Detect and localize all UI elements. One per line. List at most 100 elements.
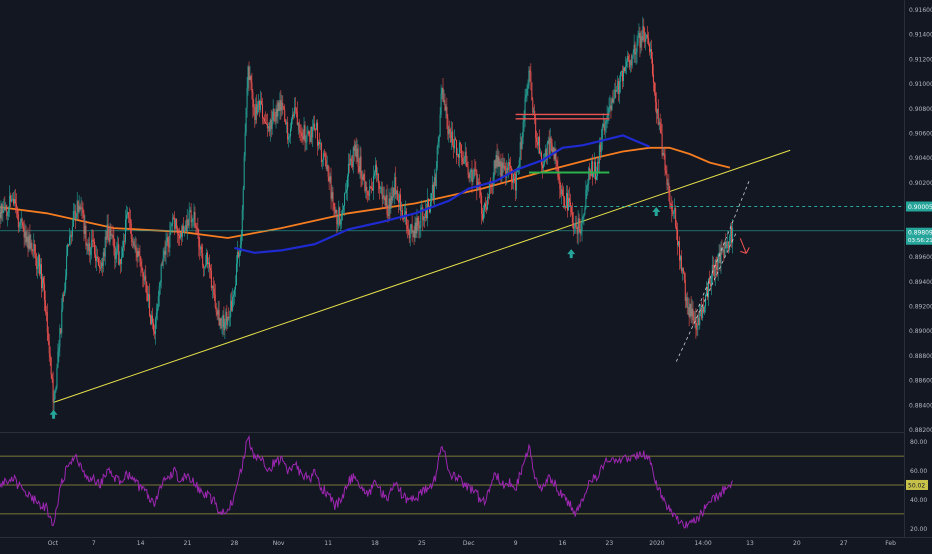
arrow-down-marker[interactable] [739, 238, 750, 254]
candle-body [569, 201, 571, 207]
candle-body [257, 106, 259, 114]
candle-body [321, 160, 323, 163]
candle-body [328, 176, 330, 182]
candle-body [514, 173, 516, 191]
candle-body [17, 214, 19, 228]
candle-body [512, 173, 514, 183]
candle-body [178, 233, 180, 236]
ascending-trendline[interactable] [53, 149, 791, 403]
candle-body [43, 283, 45, 301]
candle-body [707, 278, 709, 298]
candle-body [311, 126, 313, 138]
candle-body [264, 121, 266, 124]
candle-body [471, 169, 473, 182]
candle-body [463, 158, 465, 164]
candle-body [615, 89, 617, 92]
candle-body [724, 241, 726, 257]
candle-body [373, 172, 375, 176]
candle-body [577, 218, 579, 235]
candle-body [616, 89, 618, 92]
candle-body [62, 294, 64, 310]
candle-body [632, 52, 634, 56]
candle-body [199, 247, 201, 250]
candle-body [481, 195, 483, 214]
drawings[interactable] [49, 113, 904, 419]
candle-body [72, 211, 74, 227]
candle-body [563, 195, 565, 198]
trendline[interactable] [53, 149, 791, 403]
candle-body [643, 26, 645, 33]
candle-body [83, 213, 85, 234]
candle-body [356, 148, 358, 158]
arrow-up-marker[interactable] [49, 409, 58, 419]
candle-body [382, 195, 384, 200]
candle-body [419, 227, 421, 229]
candle-body [444, 100, 446, 111]
candle-body [240, 236, 242, 245]
candle-body [526, 88, 528, 95]
candle-body [129, 218, 131, 224]
candle-body [269, 119, 271, 132]
candle-body [705, 294, 707, 307]
candle-body [22, 222, 24, 227]
candle-body [283, 106, 285, 110]
candle-body [428, 198, 430, 207]
candle-body [661, 133, 663, 156]
arrow-up-marker[interactable] [652, 207, 661, 217]
candle-body [270, 119, 272, 129]
candle-body [294, 107, 296, 109]
candle-body [78, 206, 80, 212]
candle-body [214, 294, 216, 308]
candle-body [36, 258, 38, 269]
candle-body [722, 249, 724, 251]
x-tick-label: 2020 [649, 540, 664, 547]
candle-body [179, 233, 181, 239]
candle-body [617, 80, 619, 90]
candle-body [119, 259, 121, 265]
candle-body [219, 318, 221, 326]
candle-body [275, 108, 277, 122]
candle-body [492, 176, 494, 185]
candle-body [662, 152, 664, 156]
candle-body [706, 286, 708, 295]
candle-body [182, 225, 184, 233]
candle-body [145, 275, 147, 282]
candle-body [650, 48, 652, 52]
candle-body [614, 89, 616, 99]
price-tick-label: 0.88400 [909, 402, 932, 409]
candle-body [229, 317, 231, 319]
candle-body [90, 248, 92, 256]
candle-body [3, 207, 5, 211]
candle-body [177, 228, 179, 234]
candle-body [499, 161, 501, 167]
candle-body [109, 228, 111, 242]
candle-body [74, 210, 76, 219]
candle-body [19, 221, 21, 226]
candle-body [11, 199, 13, 202]
candle-body [659, 121, 661, 125]
candle-body [12, 198, 14, 200]
candle-body [303, 125, 305, 140]
candle-body [370, 186, 372, 188]
candle-body [528, 70, 530, 86]
candle-body [732, 227, 734, 244]
candle-body [0, 204, 2, 219]
candle-body [720, 247, 722, 263]
arrow-up-marker[interactable] [567, 249, 576, 259]
candle-body [719, 252, 721, 263]
price-tick-label: 0.89600 [909, 254, 932, 261]
candle-body [86, 244, 88, 246]
candle-body [112, 235, 114, 238]
candle-body [377, 173, 379, 184]
candle-body [215, 307, 217, 313]
candle-body [164, 250, 166, 255]
candle-body [127, 212, 129, 218]
price-tick-label: 0.89200 [909, 303, 932, 310]
candle-body [478, 182, 480, 185]
candle-body [346, 190, 348, 193]
ma-short-line [234, 134, 650, 254]
candle-body [536, 137, 538, 142]
candle-body [368, 195, 370, 196]
